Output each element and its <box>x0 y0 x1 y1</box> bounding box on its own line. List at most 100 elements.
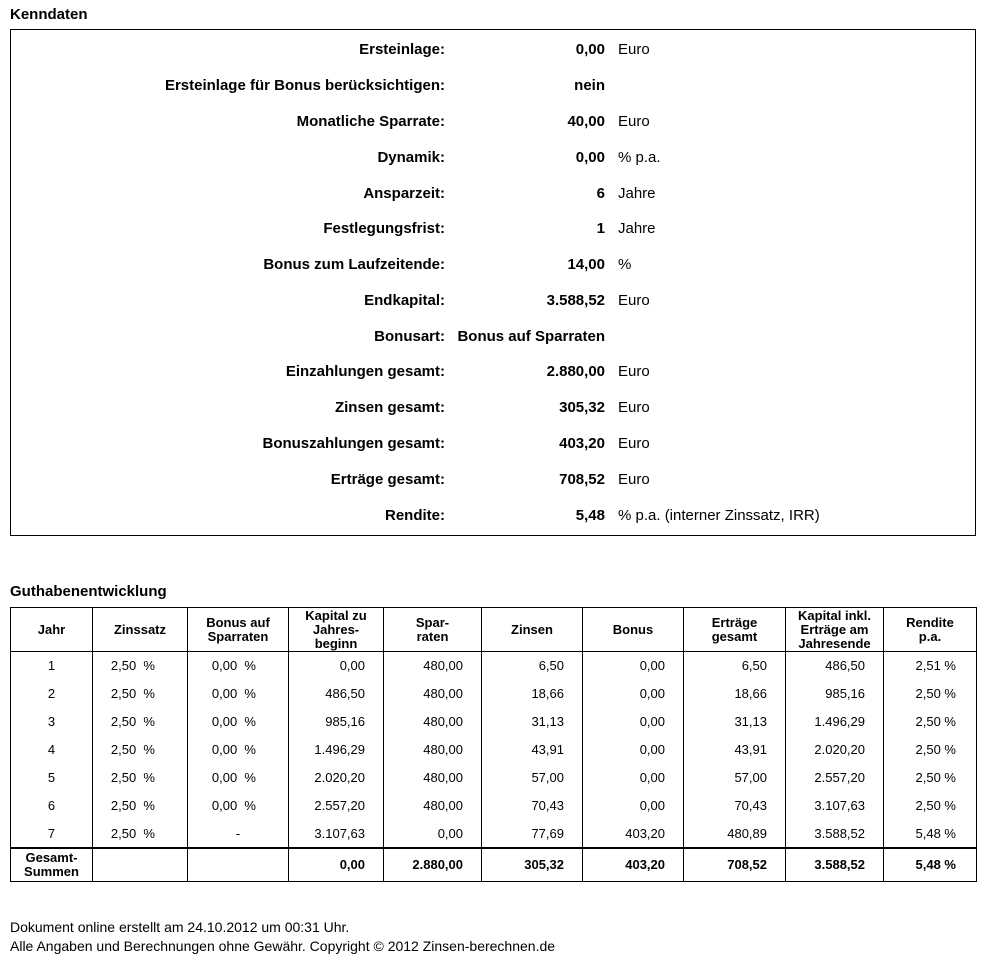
table-row: 1 2,50 % 0,00 % 0,00 480,00 6,50 0,00 6,50 486,5… <box>10 651 977 680</box>
table-cell: 480,00 <box>383 735 482 764</box>
table-cell: 2,50 % <box>92 651 188 680</box>
table-cell: 3.588,52 <box>785 819 884 848</box>
table-cell: 70,43 <box>683 791 786 820</box>
kenndaten-row: Bonus zum Laufzeitende: 14,00 % <box>11 247 975 283</box>
table-cell: 0,00 % <box>187 707 289 736</box>
table-row: 3 2,50 % 0,00 % 985,16 480,00 31,13 0,00 31,13 1… <box>10 707 977 736</box>
kenndaten-row: Rendite: 5,48 % p.a. (interner Zinssatz,… <box>11 497 975 533</box>
kenndaten-value: 2.880,00 <box>546 363 605 381</box>
guthaben-tbody: 1 2,50 % 0,00 % 0,00 480,00 6,50 0,00 6,50 486,5… <box>10 651 977 848</box>
table-cell: 0,00 % <box>187 651 289 680</box>
table-row: 2 2,50 % 0,00 % 486,50 480,00 18,66 0,00 18,66 9… <box>10 679 977 708</box>
table-cell: 985,16 <box>288 707 384 736</box>
table-cell: 2.557,20 <box>785 763 884 792</box>
guthaben-title: Guthabenentwicklung <box>10 583 167 600</box>
table-cell: 5,48 % <box>883 819 977 848</box>
col-header-rendite: Rendite p.a. <box>883 607 977 652</box>
table-cell: 2,50 % <box>883 679 977 708</box>
table-cell: 708,52 <box>683 846 786 882</box>
table-cell: 43,91 <box>683 735 786 764</box>
table-cell: 1.496,29 <box>288 735 384 764</box>
kenndaten-unit: Euro <box>618 41 650 59</box>
table-cell: 480,00 <box>383 707 482 736</box>
kenndaten-row: Ersteinlage für Bonus berücksichtigen: n… <box>11 68 975 104</box>
kenndaten-label: Bonuszahlungen gesamt: <box>262 434 445 452</box>
col-header-bonus-auf-sparraten: Bonus auf Sparraten <box>187 607 289 652</box>
table-cell-jahr: 4 <box>10 735 93 764</box>
kenndaten-row: Einzahlungen gesamt: 2.880,00 Euro <box>11 354 975 390</box>
table-cell: 305,32 <box>481 846 583 882</box>
table-cell: 31,13 <box>683 707 786 736</box>
table-cell: 2,50 % <box>92 735 188 764</box>
col-header-kapital-jahresbeginn: Kapital zu Jahres- beginn <box>288 607 384 652</box>
kenndaten-label: Bonus zum Laufzeitende: <box>263 256 445 274</box>
table-cell: 2,50 % <box>92 819 188 848</box>
footer-created-line: Dokument online erstellt am 24.10.2012 u… <box>10 919 350 935</box>
table-row: 4 2,50 % 0,00 % 1.496,29 480,00 43,91 0,00 43,9… <box>10 735 977 764</box>
kenndaten-unit: Euro <box>618 434 650 452</box>
kenndaten-row: Monatliche Sparrate: 40,00 Euro <box>11 104 975 140</box>
table-cell: 0,00 % <box>187 735 289 764</box>
table-cell-jahr: 5 <box>10 763 93 792</box>
table-cell: 18,66 <box>683 679 786 708</box>
table-cell: 0,00 <box>582 679 684 708</box>
kenndaten-value: 14,00 <box>567 256 605 274</box>
total-row-label: Gesamt- Summen <box>10 846 93 882</box>
table-cell <box>187 846 289 882</box>
table-cell: 0,00 <box>582 763 684 792</box>
table-cell: 486,50 <box>288 679 384 708</box>
table-cell: 18,66 <box>481 679 583 708</box>
kenndaten-value: 6 <box>596 184 605 202</box>
kenndaten-unit: Euro <box>618 470 650 488</box>
kenndaten-row: Ersteinlage: 0,00 Euro <box>11 32 975 68</box>
table-cell-jahr: 7 <box>10 819 93 848</box>
table-cell: 43,91 <box>481 735 583 764</box>
kenndaten-row: Zinsen gesamt: 305,32 Euro <box>11 390 975 426</box>
col-header-zinsen: Zinsen <box>481 607 583 652</box>
kenndaten-row: Erträge gesamt: 708,52 Euro <box>11 461 975 497</box>
kenndaten-label: Bonusart: <box>374 327 445 345</box>
table-cell: 480,00 <box>383 763 482 792</box>
table-cell: 3.107,63 <box>785 791 884 820</box>
kenndaten-row: Festlegungsfrist: 1 Jahre <box>11 211 975 247</box>
table-cell: 0,00 <box>582 707 684 736</box>
kenndaten-row: Dynamik: 0,00 % p.a. <box>11 139 975 175</box>
table-cell: 2,50 % <box>883 763 977 792</box>
kenndaten-unit: Jahre <box>618 184 656 202</box>
kenndaten-unit: Jahre <box>618 220 656 238</box>
table-cell-jahr: 1 <box>10 651 93 680</box>
total-row: Gesamt- Summen 0,00 2.880,00 305,32 403,… <box>10 846 977 882</box>
table-cell: 2.020,20 <box>288 763 384 792</box>
kenndaten-value: 40,00 <box>567 112 605 130</box>
kenndaten-label: Monatliche Sparrate: <box>296 112 445 130</box>
col-header-sparraten: Spar- raten <box>383 607 482 652</box>
kenndaten-label: Festlegungsfrist: <box>323 220 445 238</box>
col-header-zinssatz: Zinssatz <box>92 607 188 652</box>
guthaben-table: Jahr Zinssatz Bonus auf Sparraten Kapita… <box>10 607 977 882</box>
table-cell: 77,69 <box>481 819 583 848</box>
kenndaten-unit: Euro <box>618 363 650 381</box>
kenndaten-panel: Ersteinlage: 0,00 Euro Ersteinlage für B… <box>10 29 976 536</box>
table-cell: 480,00 <box>383 791 482 820</box>
kenndaten-value: 5,48 <box>575 506 605 524</box>
table-cell: 0,00 <box>288 651 384 680</box>
kenndaten-value: nein <box>574 77 605 95</box>
table-cell: 2,50 % <box>883 791 977 820</box>
table-cell: 2,50 % <box>883 735 977 764</box>
table-cell: 0,00 <box>383 819 482 848</box>
kenndaten-label: Ansparzeit: <box>363 184 445 202</box>
document-footer: Dokument online erstellt am 24.10.2012 u… <box>10 918 986 956</box>
kenndaten-unit: Euro <box>618 291 650 309</box>
table-header: Jahr Zinssatz Bonus auf Sparraten Kapita… <box>10 607 977 652</box>
kenndaten-row: Endkapital: 3.588,52 Euro <box>11 282 975 318</box>
table-cell: 2,51 % <box>883 651 977 680</box>
table-cell: 0,00 <box>582 651 684 680</box>
table-cell: 57,00 <box>481 763 583 792</box>
kenndaten-label: Ersteinlage für Bonus berücksichtigen: <box>164 77 445 95</box>
kenndaten-row: Ansparzeit: 6 Jahre <box>11 175 975 211</box>
kenndaten-value: 403,20 <box>559 434 605 452</box>
table-cell: 985,16 <box>785 679 884 708</box>
kenndaten-row: Bonusart: Bonus auf Sparraten <box>11 318 975 354</box>
kenndaten-label: Endkapital: <box>364 291 445 309</box>
